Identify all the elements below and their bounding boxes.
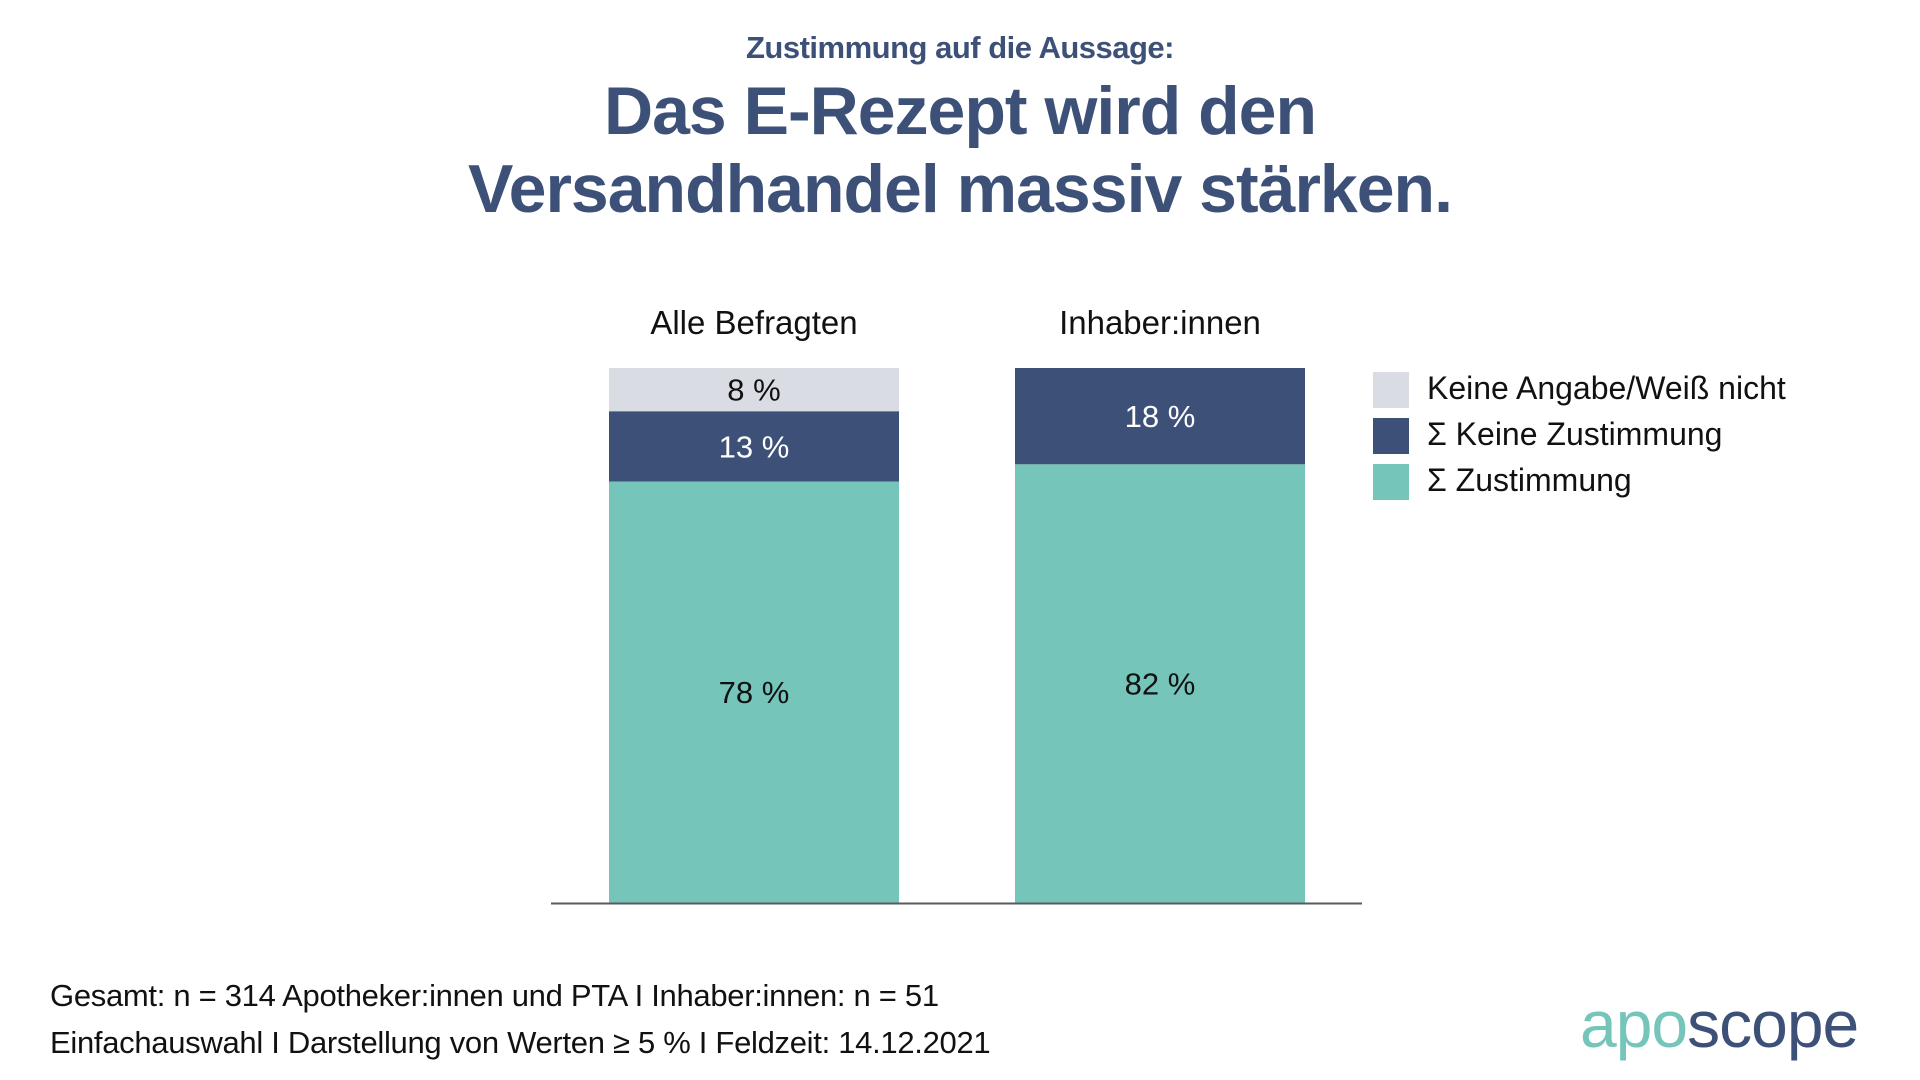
bar-segment — [609, 481, 899, 903]
bar-segment — [1015, 368, 1305, 465]
legend-label: Σ Zustimmung — [1427, 462, 1632, 498]
aposcope-logo: aposcope — [1580, 986, 1859, 1062]
chart-title-line-1: Das E-Rezept wird den — [603, 73, 1317, 149]
legend-label: Σ Keine Zustimmung — [1427, 416, 1723, 452]
legend-swatch-keine-angabe — [1373, 372, 1409, 408]
category-label: Inhaber:innen — [1059, 304, 1261, 341]
logo-part-scope: scope — [1687, 987, 1859, 1061]
category-labels: Alle Befragten Inhaber:innen — [650, 304, 1261, 341]
chart-title-line-2: Versandhandel massiv stärken. — [468, 151, 1453, 227]
data-label: 78 % — [719, 675, 790, 710]
category-label: Alle Befragten — [650, 304, 857, 341]
bar-segment — [1015, 464, 1305, 903]
legend-swatch-keine-zustimmung — [1373, 418, 1409, 454]
data-label: 13 % — [719, 429, 790, 464]
bars-group: 78 % 13 % 8 % 82 % 18 % — [609, 368, 1305, 903]
data-label: 18 % — [1125, 399, 1196, 434]
footnote-method: Einfachauswahl I Darstellung von Werten … — [50, 1025, 991, 1060]
bar-segment — [609, 411, 899, 482]
legend-swatch-zustimmung — [1373, 464, 1409, 500]
legend-label: Keine Angabe/Weiß nicht — [1427, 370, 1786, 406]
chart-subtitle: Zustimmung auf die Aussage: — [745, 30, 1175, 65]
data-label: 8 % — [727, 373, 780, 408]
bar-segment — [609, 368, 899, 412]
footnote: Gesamt: n = 314 Apotheker:innen und PTA … — [50, 972, 991, 1066]
logo-part-apo: apo — [1580, 987, 1688, 1061]
chart-title: Das E-Rezept wird den Versandhandel mass… — [0, 72, 1920, 228]
footnote-sample: Gesamt: n = 314 Apotheker:innen und PTA … — [50, 978, 939, 1013]
data-label: 82 % — [1125, 667, 1196, 702]
